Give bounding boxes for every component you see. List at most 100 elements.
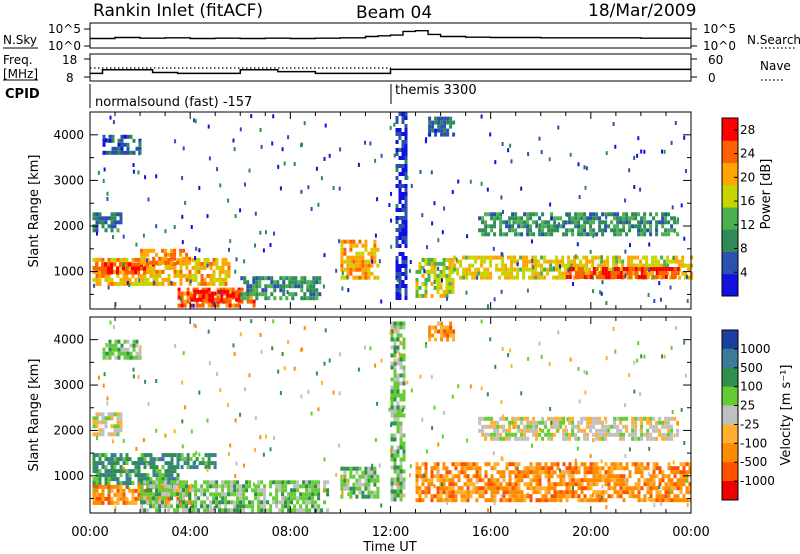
power-cells-cell	[624, 271, 628, 276]
power-cells-speck	[259, 128, 262, 132]
power-cells-cell	[449, 120, 453, 125]
power-cells-cell	[200, 261, 204, 266]
vel-cells-cell	[101, 496, 105, 501]
vel-cells-cell	[131, 492, 135, 497]
power-cells-cell	[194, 277, 198, 282]
vel-cells-cell	[574, 470, 578, 475]
vel-cells-cell	[396, 445, 400, 450]
vel-cells-cell	[592, 416, 596, 421]
power-cells-speck	[164, 229, 167, 234]
vel-cells-speck	[520, 391, 523, 396]
vel-cells-cell	[583, 432, 587, 437]
vel-cells-cell	[402, 477, 406, 482]
vel-cells-speck	[155, 428, 158, 433]
power-cells-cell	[98, 269, 102, 274]
vel-cells-cell	[188, 500, 192, 505]
power-cells-cell	[315, 296, 319, 301]
power-cells-cell	[158, 260, 162, 265]
power-cells-cell	[667, 220, 671, 225]
power-cells-cell	[424, 289, 428, 294]
vel-cells-cell	[496, 478, 500, 483]
power-cells-cell	[107, 216, 111, 221]
power-cells-cell	[487, 224, 491, 229]
power-cells-cell	[498, 275, 502, 280]
vel-cells-cell	[399, 325, 403, 330]
power-cells-cell	[649, 232, 653, 237]
power-cells-cell	[264, 292, 268, 297]
power-cells-cell	[487, 212, 491, 217]
power-cells-cell	[209, 277, 213, 282]
power-cells-speck	[640, 149, 643, 154]
power-cells-cell	[149, 248, 153, 253]
vel-cells-cell	[155, 496, 159, 501]
power-cells-cell	[273, 288, 277, 293]
power-cells-cell	[95, 262, 98, 267]
vel-cells-cell	[520, 436, 524, 441]
vel-cells-cell	[526, 466, 530, 471]
vel-cells-cell	[619, 416, 623, 421]
vel-cells-cell	[158, 508, 162, 513]
vel-cells-cell	[183, 457, 187, 462]
vel-cells-cell	[343, 482, 347, 487]
vel-cells-cell	[508, 424, 512, 429]
power-cells-cell	[364, 263, 368, 268]
vel-cells-cell	[640, 420, 644, 425]
vel-cells-cell	[128, 500, 132, 505]
vel-cells-cell	[203, 492, 207, 497]
vel-cells-cell	[188, 496, 192, 501]
vel-cells-cell	[340, 466, 344, 471]
vel-cells-cell	[396, 409, 400, 414]
vel-cells-speck	[181, 419, 184, 424]
power-cells-cell	[282, 276, 286, 281]
vel-cells-cell	[631, 432, 635, 437]
power-cells-cell	[238, 289, 242, 294]
power-cells-cell	[589, 224, 593, 229]
power-cells-cell	[568, 267, 572, 271]
power-cells-speck	[283, 161, 286, 166]
power-cells-cell	[303, 276, 307, 281]
power-cells-cell	[306, 288, 310, 293]
vel-cells-speck	[293, 366, 296, 371]
vel-cells-speck	[480, 319, 483, 324]
vel-cells-cell	[610, 466, 614, 471]
vel-cells-cell	[393, 437, 397, 442]
power-cells-speck	[139, 140, 142, 145]
vel-cells-cell	[598, 428, 602, 433]
power-cells-cell	[146, 262, 149, 267]
vel-cells-speck	[624, 477, 627, 482]
vel-cells-cell	[595, 416, 599, 421]
vel-cells-cell	[688, 490, 692, 495]
power-cells-cell	[433, 257, 437, 262]
vel-cells-cell	[661, 486, 665, 491]
power-cells-cell	[137, 257, 141, 262]
vel-cells-cell	[390, 393, 394, 398]
power-cells-cell	[188, 256, 192, 261]
vel-cells-cell	[92, 465, 96, 470]
power-colorbar-swatch	[722, 184, 738, 208]
power-cells-cell	[191, 257, 195, 262]
vel-cells-cell	[287, 504, 291, 509]
power-cells-cell	[343, 239, 347, 244]
vel-cells-cell	[550, 498, 554, 503]
power-cells-cell	[155, 277, 159, 282]
power-cells-speck	[531, 239, 533, 244]
vel-cells-cell	[559, 490, 563, 495]
vel-cells-cell	[610, 424, 614, 429]
power-cells-cell	[606, 259, 610, 264]
power-cells-cell	[395, 116, 399, 120]
vel-cells-cell	[402, 397, 406, 402]
vel-cells-cell	[176, 508, 180, 513]
vel-cells-speck	[229, 443, 232, 448]
vel-cells-cell	[399, 485, 403, 490]
vel-cells-cell	[604, 428, 608, 433]
power-cells-speck	[669, 285, 672, 290]
vel-cells-cell	[604, 462, 608, 467]
power-cells-cell	[398, 172, 402, 176]
power-cells-cell	[276, 284, 280, 289]
vel-cells-cell	[598, 470, 602, 475]
power-cells-cell	[215, 277, 219, 282]
power-cells-cell	[610, 271, 614, 275]
power-cells-cell	[203, 277, 207, 282]
power-cells-cell	[173, 248, 177, 253]
power-cells-cell	[567, 263, 571, 268]
